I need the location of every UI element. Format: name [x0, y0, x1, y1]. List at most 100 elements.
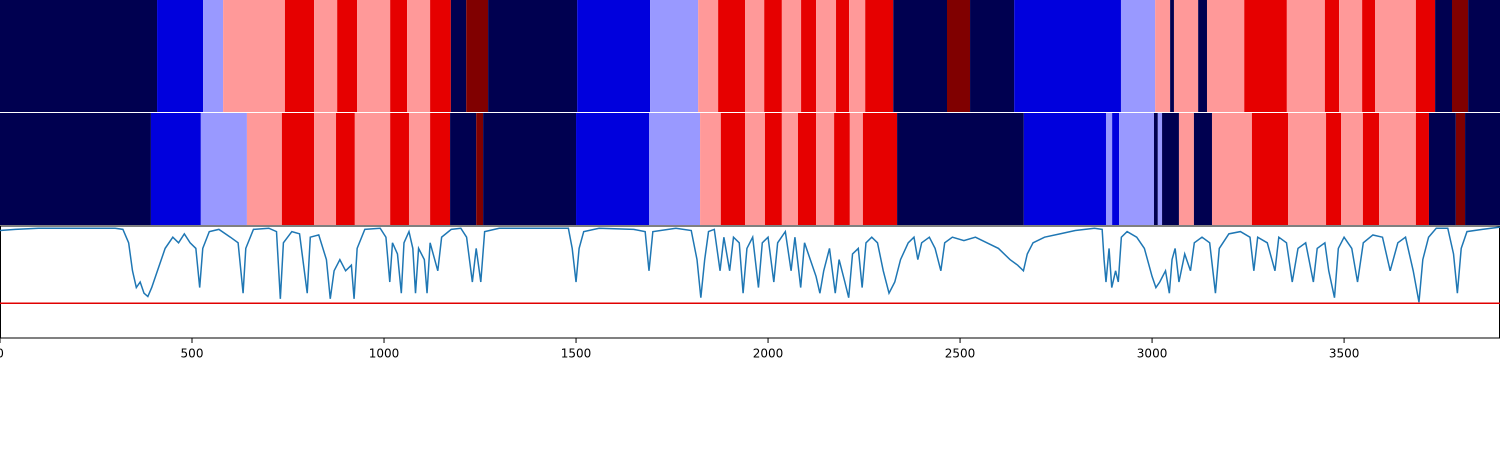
segment	[801, 0, 817, 112]
segment	[354, 113, 391, 225]
segment	[816, 113, 835, 225]
x-tick-label: 500	[181, 347, 204, 361]
segment	[650, 0, 699, 112]
segment	[834, 113, 850, 225]
segment	[488, 0, 578, 112]
segment	[1162, 113, 1179, 225]
segment	[781, 0, 802, 112]
segment	[970, 0, 1015, 112]
segment	[577, 0, 651, 112]
segment	[1251, 113, 1289, 225]
segment	[1379, 113, 1416, 225]
segment	[1244, 0, 1287, 112]
segment	[1173, 0, 1199, 112]
segment	[745, 0, 765, 112]
segment	[1178, 113, 1194, 225]
segment	[314, 0, 338, 112]
segment	[430, 0, 451, 112]
segment	[1362, 113, 1380, 225]
x-tick-label: 2000	[753, 347, 784, 361]
x-tick-label: 3500	[1329, 347, 1360, 361]
segment	[203, 0, 224, 112]
segment	[745, 113, 765, 225]
segment	[1211, 113, 1252, 225]
segment	[816, 0, 837, 112]
segment	[337, 0, 358, 112]
segment	[407, 0, 431, 112]
segment	[893, 0, 948, 112]
segment	[700, 113, 721, 225]
segment	[390, 113, 409, 225]
x-tick-label: 3000	[1137, 347, 1168, 361]
segment	[1157, 113, 1163, 225]
segment	[1153, 113, 1158, 225]
segment	[1206, 0, 1245, 112]
segment	[764, 0, 782, 112]
segment	[1435, 0, 1452, 112]
segment	[0, 113, 151, 225]
segment	[476, 113, 484, 225]
segment	[1451, 0, 1469, 112]
segment	[150, 113, 201, 225]
segment	[1415, 0, 1436, 112]
segment	[281, 113, 315, 225]
segment	[1198, 0, 1207, 112]
segment	[849, 0, 866, 112]
segment	[1341, 113, 1363, 225]
segment	[1119, 113, 1154, 225]
segment	[865, 0, 894, 112]
segment	[157, 0, 204, 112]
segment	[764, 113, 782, 225]
x-tick-label: 1000	[369, 347, 400, 361]
segment	[1326, 113, 1342, 225]
segment	[450, 0, 467, 112]
segment	[1120, 0, 1156, 112]
segment	[720, 113, 746, 225]
segment	[1428, 113, 1456, 225]
segment	[1362, 0, 1376, 112]
segment	[0, 0, 158, 112]
segment	[1415, 113, 1429, 225]
segment	[466, 0, 489, 112]
segment	[576, 113, 650, 225]
segment	[483, 113, 577, 225]
segment	[200, 113, 247, 225]
segment	[1288, 113, 1327, 225]
segment	[1193, 113, 1212, 225]
segment	[1324, 0, 1340, 112]
segment	[1112, 113, 1120, 225]
segment	[223, 0, 285, 112]
segment	[1170, 0, 1174, 112]
segment	[1014, 0, 1121, 112]
segment	[897, 113, 1024, 225]
segment	[947, 0, 971, 112]
segment	[284, 0, 315, 112]
segment	[1023, 113, 1106, 225]
segment	[798, 113, 817, 225]
x-tick-label: 0	[0, 347, 4, 361]
segment	[1375, 0, 1416, 112]
segment	[336, 113, 355, 225]
segment	[718, 0, 746, 112]
segment	[781, 113, 799, 225]
segment	[862, 113, 898, 225]
segment	[649, 113, 701, 225]
segment	[698, 0, 719, 112]
segment	[390, 0, 408, 112]
segment	[408, 113, 431, 225]
segment	[430, 113, 451, 225]
segment	[1155, 0, 1171, 112]
segment	[314, 113, 337, 225]
segment	[1286, 0, 1325, 112]
segment	[450, 113, 477, 225]
segment	[1468, 0, 1500, 112]
segment	[1339, 0, 1363, 112]
x-tick-label: 2500	[945, 347, 976, 361]
segment	[246, 113, 282, 225]
segment	[1465, 113, 1500, 225]
segment	[849, 113, 863, 225]
segment	[1455, 113, 1466, 225]
x-tick-label: 1500	[561, 347, 592, 361]
segment	[1105, 113, 1113, 225]
